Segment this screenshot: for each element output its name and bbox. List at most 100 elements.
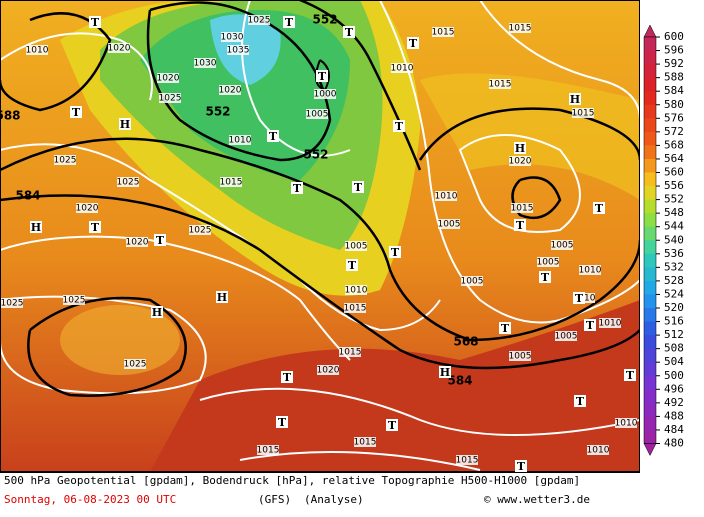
pressure-label: 1015 bbox=[354, 438, 377, 448]
colorbar-cap bbox=[643, 443, 657, 457]
label-bg bbox=[587, 445, 609, 455]
colorbar-label: 584 bbox=[664, 84, 684, 97]
colorbar-label: 532 bbox=[664, 260, 684, 273]
pressure-center: T bbox=[409, 37, 418, 50]
pressure-label: 1005 bbox=[306, 110, 329, 120]
label-bg bbox=[257, 445, 279, 455]
colorbar-label: 548 bbox=[664, 206, 684, 219]
label-bg bbox=[220, 177, 242, 187]
pressure-center: T bbox=[91, 221, 100, 234]
caption-model: (GFS) bbox=[258, 493, 291, 506]
pressure-label: 1035 bbox=[227, 46, 250, 56]
label-bg bbox=[579, 265, 601, 275]
map-labels: 552 552 552 584 568 584 588 1010 1020 1025 1030 103… bbox=[0, 13, 638, 474]
colorbar-swatch bbox=[644, 158, 656, 173]
contour-label: 568 bbox=[453, 335, 478, 349]
colorbar-swatch bbox=[644, 64, 656, 79]
pressure-center: T bbox=[285, 16, 294, 29]
caption-date: Sonntag, 06-08-2023 00 UTC bbox=[4, 493, 176, 506]
pressure-center: T bbox=[541, 271, 550, 284]
caption-credit: © www.wetter3.de bbox=[484, 493, 590, 506]
label-bg bbox=[124, 359, 146, 369]
colorbar-swatch bbox=[644, 77, 656, 92]
label-bg bbox=[438, 219, 460, 229]
label-bg bbox=[63, 295, 85, 305]
pressure-label: 1015 bbox=[572, 109, 595, 119]
contour-label: 588 bbox=[0, 109, 21, 123]
pressure-label: 1005 bbox=[537, 258, 560, 268]
colorbar-label: 580 bbox=[664, 98, 684, 111]
label-bg bbox=[499, 322, 511, 334]
pressure-center: T bbox=[626, 369, 635, 382]
pressure-label: 1025 bbox=[248, 16, 271, 26]
label-bg bbox=[435, 191, 457, 201]
pressure-center: T bbox=[156, 234, 165, 247]
caption-run: (Analyse) bbox=[304, 493, 364, 506]
colorbar: 6005965925885845805765725685645605565525… bbox=[643, 24, 684, 457]
pressure-center: T bbox=[575, 292, 584, 305]
colorbar-label: 536 bbox=[664, 247, 684, 260]
colorbar-swatch bbox=[644, 118, 656, 133]
pressure-label: 1015 bbox=[511, 204, 534, 214]
label-bg bbox=[54, 155, 76, 165]
pressure-label: 1005 bbox=[438, 220, 461, 230]
pressure-center: H bbox=[152, 306, 162, 319]
label-bg bbox=[386, 419, 398, 431]
pressure-center: T bbox=[278, 416, 287, 429]
label-bg bbox=[509, 23, 531, 33]
label-bg bbox=[117, 177, 139, 187]
pressure-label: 1030 bbox=[194, 59, 217, 69]
contour-label: 584 bbox=[15, 189, 40, 203]
colorbar-label: 492 bbox=[664, 396, 684, 409]
pressure-center: T bbox=[345, 26, 354, 39]
label-bg bbox=[537, 257, 559, 267]
pressure-label: 1015 bbox=[344, 304, 367, 314]
label-bg bbox=[407, 37, 419, 49]
colorbar-label: 484 bbox=[664, 423, 684, 436]
colorbar-label: 600 bbox=[664, 30, 684, 43]
colorbar-swatch bbox=[644, 240, 656, 255]
label-bg bbox=[159, 93, 181, 103]
label-bg bbox=[352, 181, 364, 193]
label-bg bbox=[456, 455, 478, 465]
pressure-center: T bbox=[595, 202, 604, 215]
pressure-label: 1000 bbox=[314, 90, 337, 100]
label-bg bbox=[509, 351, 531, 361]
label-bg bbox=[189, 225, 211, 235]
pressure-label: 1020 bbox=[108, 44, 131, 54]
pressure-label: 1010 bbox=[435, 192, 458, 202]
pressure-label: 1015 bbox=[509, 24, 532, 34]
label-bg bbox=[227, 45, 249, 55]
pressure-center: T bbox=[517, 460, 526, 473]
caption-line: 500 hPa Geopotential [gpdam], Bodendruck… bbox=[4, 474, 580, 487]
label-bg bbox=[291, 182, 303, 194]
colorbar-swatch bbox=[644, 308, 656, 323]
label-bg bbox=[624, 369, 636, 381]
label-bg bbox=[276, 416, 288, 428]
colorbar-label: 592 bbox=[664, 57, 684, 70]
colorbar-cap bbox=[643, 24, 657, 38]
pressure-center: H bbox=[217, 291, 227, 304]
pressure-label: 1005 bbox=[461, 277, 484, 287]
colorbar-label: 512 bbox=[664, 328, 684, 341]
pressure-label: 1025 bbox=[124, 360, 147, 370]
pressure-label: 1025 bbox=[54, 156, 77, 166]
label-bg bbox=[151, 306, 163, 318]
pressure-label: 1005 bbox=[551, 241, 574, 251]
pressure-label: 1025 bbox=[159, 94, 182, 104]
label-bg bbox=[514, 219, 526, 231]
label-bg bbox=[317, 365, 339, 375]
colorbar-swatch bbox=[644, 280, 656, 295]
label-bg bbox=[593, 202, 605, 214]
colorbar-label: 508 bbox=[664, 342, 684, 355]
pressure-label: 1025 bbox=[63, 296, 86, 306]
colorbar-swatch bbox=[644, 402, 656, 417]
colorbar-swatch bbox=[644, 321, 656, 336]
label-bg bbox=[76, 203, 98, 213]
colorbar-swatch bbox=[644, 389, 656, 404]
colorbar-swatch bbox=[644, 131, 656, 146]
pressure-center: T bbox=[283, 371, 292, 384]
label-bg bbox=[345, 241, 367, 251]
colorbar-label: 560 bbox=[664, 166, 684, 179]
colorbar-label: 528 bbox=[664, 274, 684, 287]
